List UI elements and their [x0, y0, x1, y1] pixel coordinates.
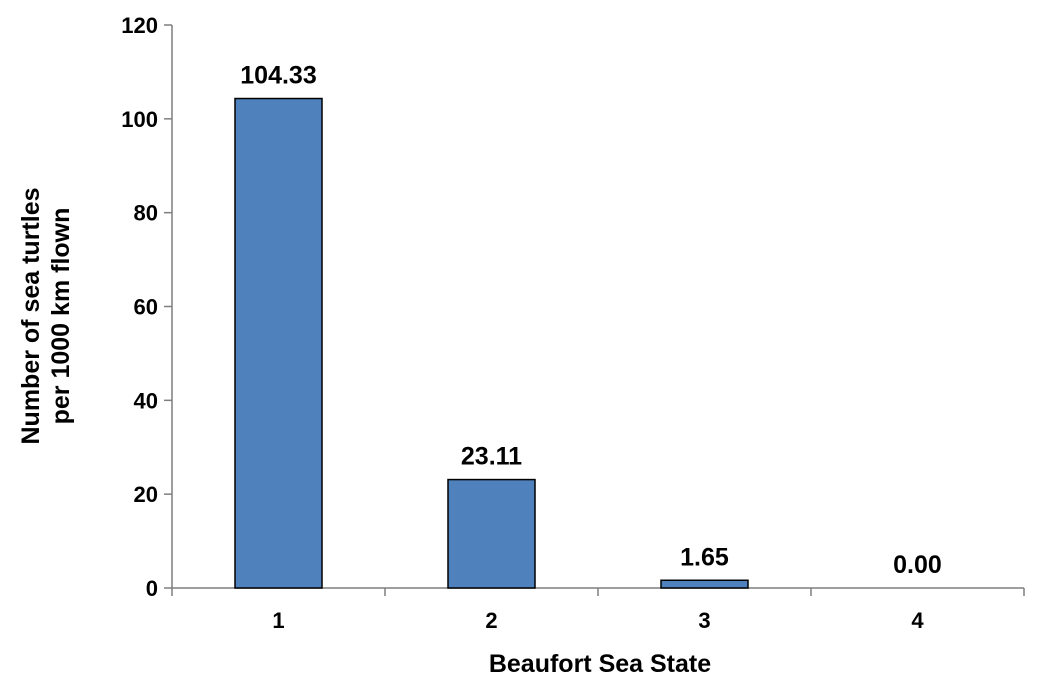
bar	[447, 478, 536, 589]
y-axis-title-line-2: per 1000 km flown	[47, 208, 75, 425]
y-tick-label: 40	[134, 388, 158, 413]
bars	[234, 97, 749, 589]
data-label: 23.11	[461, 443, 522, 471]
y-tick-label: 100	[121, 107, 158, 132]
y-tick-label: 60	[134, 295, 158, 320]
y-axis-title: Number of sea turtles per 1000 km flown	[17, 187, 75, 444]
y-tick-label: 20	[134, 482, 158, 507]
data-label: 0.00	[893, 551, 942, 579]
x-axis: 1 2 3 4	[171, 587, 1025, 633]
y-tick-label: 80	[134, 201, 158, 226]
bar	[660, 579, 749, 589]
data-labels: 104.33 23.11 1.65 0.00	[240, 62, 942, 579]
y-tick-label: 120	[121, 13, 158, 38]
bar	[234, 97, 323, 589]
data-label: 104.33	[240, 62, 316, 90]
x-tick-label: 3	[698, 608, 710, 633]
x-tick-label: 1	[272, 608, 284, 633]
x-axis-title: Beaufort Sea State	[489, 650, 711, 678]
y-axis: 0 20 40 60 80 100 120	[121, 13, 173, 601]
x-tick-label: 2	[485, 608, 497, 633]
data-label: 1.65	[680, 543, 729, 571]
x-tick-label: 4	[911, 608, 924, 633]
y-tick-label: 0	[146, 576, 158, 601]
y-axis-title-line-1: Number of sea turtles	[17, 187, 45, 444]
